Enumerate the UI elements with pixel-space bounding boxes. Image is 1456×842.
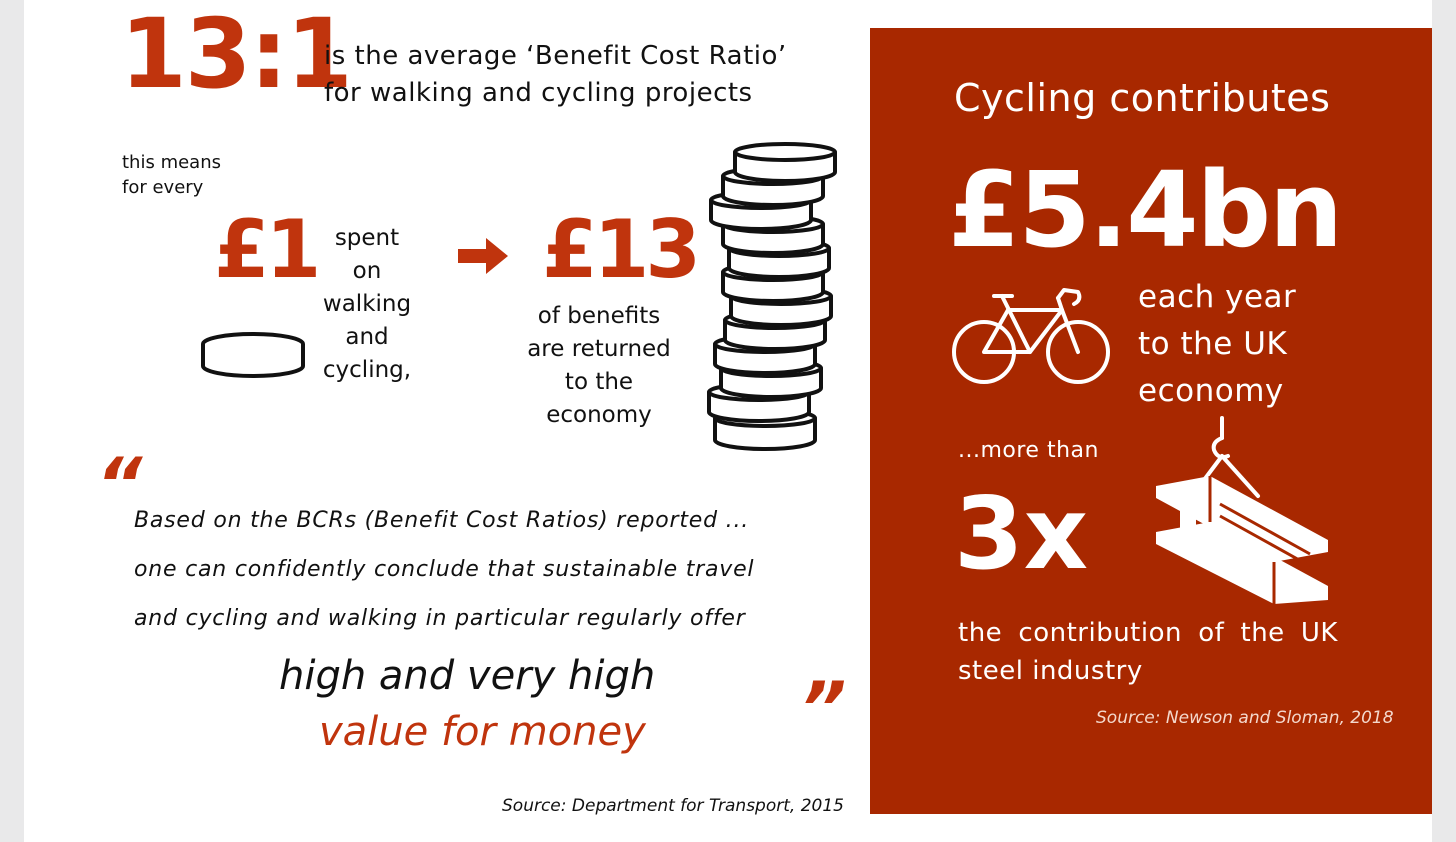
highlight-line-value-for-money: value for money (319, 709, 646, 755)
means-line: for every (122, 177, 204, 198)
close-quote-mark: ” (800, 666, 847, 750)
spent-on-walking-text: spent on walking and cycling, (314, 222, 420, 387)
each-year-text: each year to the UK economy (1138, 274, 1296, 415)
quote-line: one can confidently conclude that sustai… (134, 557, 755, 582)
highlight-line-high-value: high and very high (279, 653, 656, 699)
source-dft: Source: Department for Transport, 2015 (502, 796, 844, 816)
each-year-line: each year (1138, 279, 1297, 315)
benefits-line: to the (564, 369, 634, 395)
ratio-description-line: for walking and cycling projects (324, 78, 753, 108)
source-newson-sloman: Source: Newson and Sloman, 2018 (1096, 708, 1394, 728)
multiplier-value: 3x (954, 475, 1089, 592)
steel-comparison-text: the contribution of the UK steel industr… (958, 618, 1338, 686)
quote-body: Based on the BCRs (Benefit Cost Ratios) … (134, 496, 844, 643)
open-quote-mark: “ (96, 442, 143, 526)
this-means-label: this means for every (122, 150, 221, 200)
ratio-description-line: is the average ‘Benefit Cost Ratio’ (324, 41, 787, 71)
panel-title: Cycling contributes (954, 76, 1331, 120)
quote-line: and cycling and walking in particular re… (134, 606, 746, 631)
means-line: this means (122, 152, 221, 173)
coin-stack-icon (707, 142, 837, 451)
cycling-contribution-panel: Cycling contributes £5.4bn each year to … (870, 28, 1432, 814)
arrow-right-icon (458, 238, 508, 274)
bicycle-icon (952, 288, 1110, 384)
each-year-line: economy (1138, 373, 1284, 409)
ratio-headline: 13:1 (120, 0, 353, 110)
spent-line: cycling, (322, 357, 412, 383)
contribution-amount: £5.4bn (948, 149, 1343, 271)
steel-girder-icon (1156, 416, 1328, 604)
coin-icon (201, 332, 305, 378)
spent-line: walking (322, 291, 412, 317)
benefits-line: economy (546, 402, 652, 428)
benefits-returned-text: of benefits are returned to the economy (514, 300, 684, 432)
pound-thirteen-value: £13 (542, 203, 701, 296)
benefits-line: of benefits (537, 303, 661, 329)
benefits-line: are returned (527, 336, 671, 362)
more-than-label: ...more than (958, 438, 1099, 463)
pound-one-value: £1 (214, 203, 321, 296)
spent-line: on (352, 258, 382, 284)
quote-line: Based on the BCRs (Benefit Cost Ratios) … (134, 508, 750, 533)
spent-line: and (345, 324, 389, 350)
spent-line: spent (334, 225, 400, 251)
each-year-line: to the UK (1138, 326, 1288, 362)
ratio-description: is the average ‘Benefit Cost Ratio’ for … (324, 38, 787, 112)
